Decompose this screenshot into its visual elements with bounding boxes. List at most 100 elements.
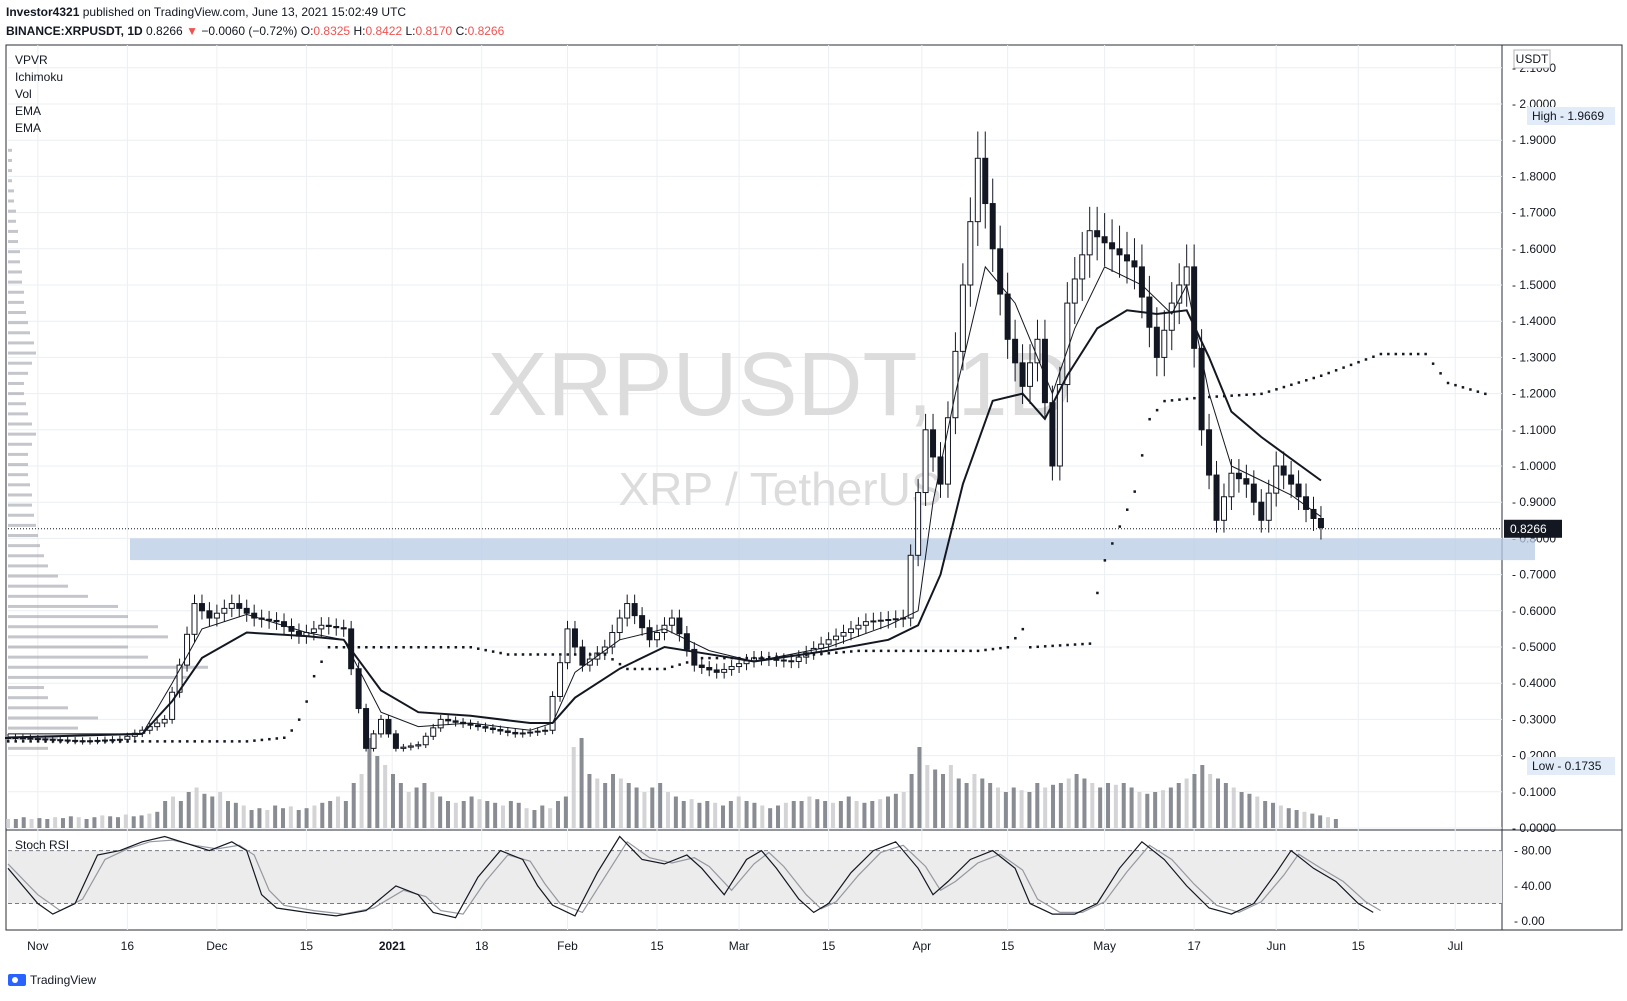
ichimoku-dot [626,667,629,671]
volume-profile-bar [8,696,48,700]
author-name[interactable]: Investor4321 [6,5,80,19]
volume-profile-bar [8,260,20,264]
ichimoku-dot [603,653,607,656]
watermark-symbol: XRPUSDT, 1D [487,335,1072,435]
candle-body [1041,338,1048,404]
volume-bar [1271,802,1276,828]
tradingview-logo-icon [8,974,26,986]
ichimoku-dot [1416,352,1420,356]
volume-bar [1082,778,1087,828]
ichimoku-dot [312,674,316,678]
ichimoku-dot [708,656,711,660]
ichimoku-dot [812,653,816,656]
volume-profile-bar [8,483,30,487]
ichimoku-dot [894,649,898,653]
volume-bar [948,765,953,828]
ichimoku-dot [514,653,517,656]
stoch-tick-label: - 80.00 [1514,844,1552,858]
price-change: −0.0060 (−0.72%) [201,24,298,38]
ichimoku-dot [447,646,450,649]
low-box [1527,757,1615,775]
volume-bar [972,774,977,828]
indicator-ema-1[interactable]: EMA [15,104,42,118]
volume-bar [359,774,364,828]
stoch-rsi-label[interactable]: Stoch RSI [15,838,70,852]
indicator-vol[interactable]: Vol [15,87,32,101]
volume-bar [178,801,183,828]
ichimoku-dot [529,653,532,656]
y-tick-label: - 1.5000 [1512,278,1556,292]
ichimoku-dot [432,646,435,649]
ichimoku-dot [1275,388,1278,391]
x-tick-label: 18 [475,939,489,953]
last-price-label: 0.8266 [1510,522,1547,536]
indicator-vpvr[interactable]: VPVR [15,53,48,67]
volume-profile-bar [8,645,128,649]
volume-bar [941,774,946,828]
volume-profile-bar [8,311,26,315]
y-tick-label: - 1.6000 [1512,242,1556,256]
ichimoku-dot [36,740,40,743]
low-value: 0.8170 [415,24,453,38]
ichimoku-dot [215,740,219,743]
footer-brand[interactable]: TradingView [30,973,97,987]
ichimoku-dot [820,652,823,656]
volume-profile-bar [8,169,12,173]
ichimoku-dot [805,653,808,657]
volume-bar [776,805,781,828]
ichimoku-dot [193,740,196,743]
indicator-ema-2[interactable]: EMA [15,121,42,135]
ichimoku-dot [1043,645,1047,648]
ichimoku-dot [999,646,1002,650]
volume-profile-bar [8,675,188,679]
candle-body [982,157,989,205]
volume-profile-bar [8,513,34,517]
volume-bar [666,792,671,828]
ichimoku-dot [1357,360,1360,364]
candle-body [1161,329,1168,358]
volume-profile-bar [8,594,88,598]
candle-body [206,610,213,619]
candle-body [683,633,690,650]
candle-body [467,723,474,726]
candle-body [236,603,243,609]
candle-body [333,625,340,629]
ichimoku-dot [1260,392,1263,396]
volume-bar [933,769,938,828]
low-label: L: [405,24,416,38]
ichimoku-dot [611,658,614,661]
volume-bar [1184,778,1189,828]
ichimoku-dot [984,648,987,652]
ichimoku-dot [342,646,346,649]
x-tick-label: Jul [1448,939,1463,953]
candle-body [1101,236,1108,244]
ichimoku-dot [1170,399,1174,402]
ichimoku-dot [208,740,211,743]
volume-profile-bar [8,351,36,355]
candle-body [1056,384,1063,467]
volume-profile [8,148,208,750]
volume-profile-bar [8,473,28,477]
volume-bar [37,818,42,828]
volume-profile-bar [8,270,22,274]
ichimoku-dot [454,646,458,649]
ichimoku-dot [1103,559,1107,562]
candle-body [325,624,332,627]
ichimoku-dot [932,649,935,653]
candle-body [542,729,549,732]
volume-bar [501,805,506,828]
candle-body [534,730,541,733]
ichimoku-dot [663,667,666,671]
volume-bar [1003,792,1008,828]
volume-bar [328,801,333,828]
indicator-ichimoku[interactable]: Ichimoku [15,70,64,84]
ichimoku-dot [178,740,182,743]
volume-bar [367,738,372,828]
ichimoku-dot [939,649,942,653]
ichimoku-dot [544,653,547,656]
volume-profile-bar [8,219,16,223]
ichimoku-dot [1305,379,1308,382]
high-label: H: [353,24,366,38]
ichimoku-dot [476,647,480,650]
